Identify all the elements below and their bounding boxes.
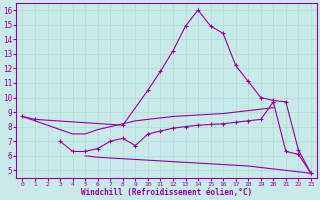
X-axis label: Windchill (Refroidissement éolien,°C): Windchill (Refroidissement éolien,°C) [81, 188, 252, 197]
